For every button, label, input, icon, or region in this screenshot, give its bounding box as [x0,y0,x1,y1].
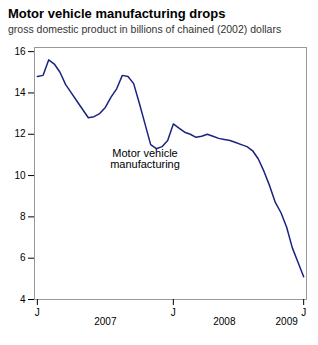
svg-text:J: J [301,307,306,318]
svg-text:Motor vehiclemanufacturing: Motor vehiclemanufacturing [110,147,180,170]
svg-text:8: 8 [20,211,26,222]
svg-text:2007: 2007 [94,316,117,327]
svg-text:2008: 2008 [213,316,236,327]
svg-text:14: 14 [14,87,26,98]
svg-text:6: 6 [20,252,26,263]
svg-text:J: J [35,307,40,318]
svg-text:10: 10 [14,170,26,181]
svg-text:2009: 2009 [276,316,299,327]
svg-text:J: J [171,307,176,318]
html-text:gross domestic product in bill: gross domestic product in billions of ch… [8,23,282,35]
svg-text:16: 16 [14,46,26,57]
svg-text:4: 4 [20,294,26,305]
svg-text:12: 12 [14,128,26,139]
html-text:Motor vehicle manufacturing dr: Motor vehicle manufacturing drops [8,6,226,21]
